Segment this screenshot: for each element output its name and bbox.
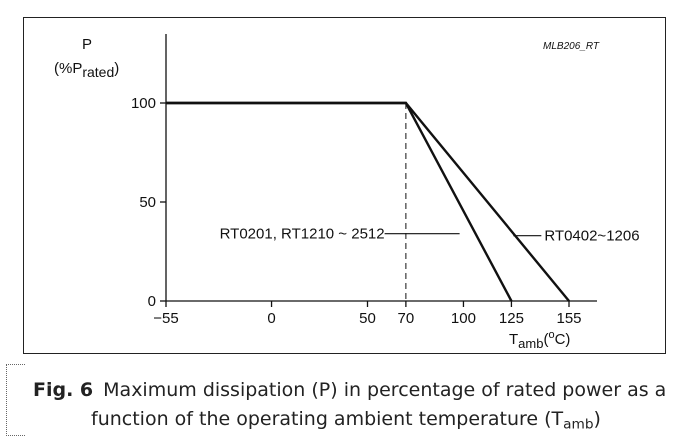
figure-code: MLB206_RT bbox=[543, 41, 600, 52]
y-tick-label: 0 bbox=[148, 293, 156, 310]
series-label: RT0201, RT1210 ~ 2512 bbox=[220, 226, 385, 243]
x-tick-label: 100 bbox=[451, 310, 476, 327]
y-axis-label: P bbox=[82, 36, 92, 53]
x-tick-label: −55 bbox=[153, 310, 178, 327]
series-layer bbox=[166, 101, 570, 302]
x-tick-label: 0 bbox=[267, 310, 275, 327]
axes bbox=[165, 34, 597, 302]
x-tick-label: 155 bbox=[556, 310, 581, 327]
series-line bbox=[166, 101, 513, 302]
y-axis-unit: (%Prated) bbox=[54, 60, 119, 80]
annotations: RT0402~1206 RT0201, RT1210 ~ 2512 bbox=[220, 226, 640, 245]
x-axis-label: Tamb(oC) bbox=[509, 329, 570, 351]
series-line bbox=[166, 101, 570, 302]
series-label: RT0402~1206 bbox=[544, 228, 639, 245]
caption-bracket bbox=[6, 364, 25, 436]
chart-frame: MLB206_RT P (%Prated) Tamb(oC) 0 50 100 −55… bbox=[23, 17, 666, 354]
figure-caption: Fig. 6 Maximum dissipation (P) in percent… bbox=[33, 376, 673, 439]
x-tick-label: 70 bbox=[398, 310, 415, 327]
x-tick-label: 50 bbox=[359, 310, 376, 327]
derating-chart: MLB206_RT P (%Prated) Tamb(oC) 0 50 100 −55… bbox=[54, 34, 640, 351]
caption-line-1: Maximum dissipation (P) in percentage of… bbox=[103, 379, 667, 401]
y-tick-label: 100 bbox=[131, 95, 156, 112]
caption-line-2: function of the operating ambient temper… bbox=[91, 408, 601, 433]
figure-label: Fig. 6 bbox=[33, 379, 94, 401]
x-tick-label: 125 bbox=[499, 310, 524, 327]
y-tick-label: 50 bbox=[139, 194, 156, 211]
